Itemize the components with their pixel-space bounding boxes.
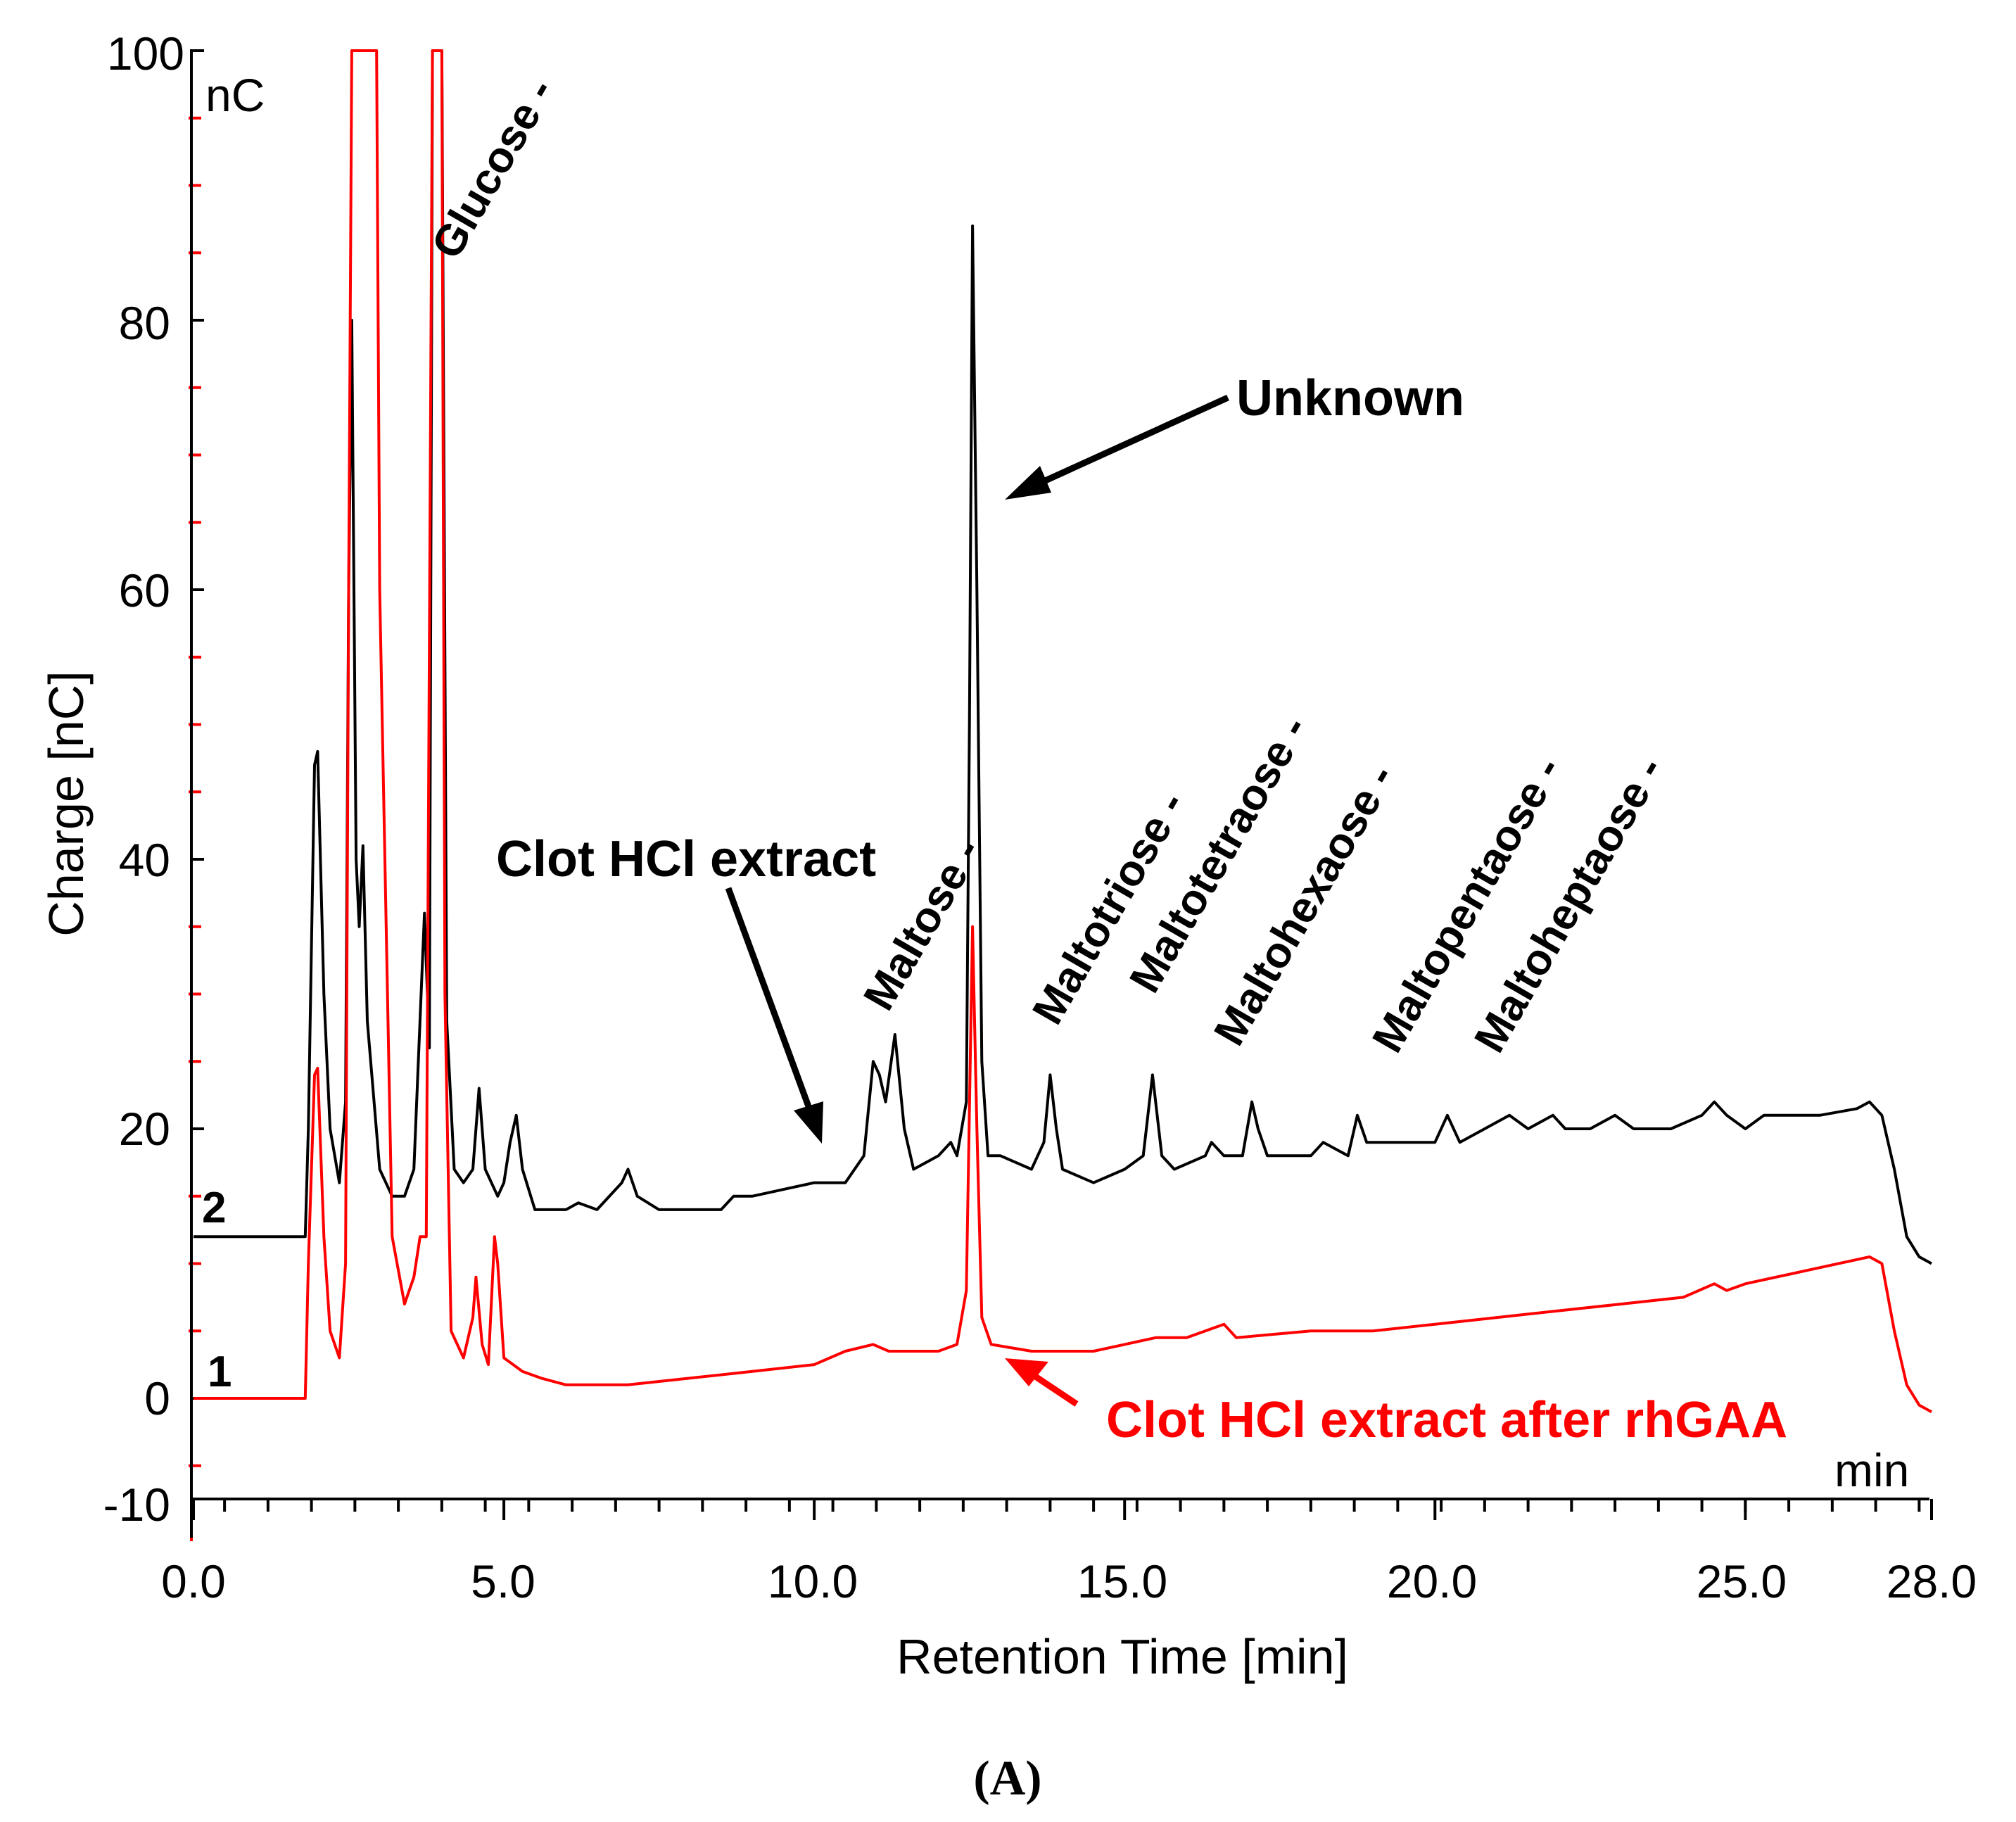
y-tick-label: 60 — [119, 564, 170, 616]
y-tick-label: 0 — [144, 1372, 170, 1424]
annotation-clot-extract-after-arrow — [1032, 1373, 1079, 1407]
annotation-clot-extract-after-arrowhead — [1005, 1358, 1048, 1386]
x-tick-label: 0.0 — [161, 1555, 226, 1607]
annotation-clot-extract-arrowhead — [794, 1101, 823, 1144]
caption-letter: A — [990, 1752, 1026, 1806]
annotation-clot-extract: Clot HCl extract — [496, 831, 876, 1144]
series-line-clot-extract — [194, 49, 1932, 1265]
y-tick-label: 100 — [107, 27, 184, 80]
x-tick-label: 5.0 — [471, 1555, 535, 1607]
y-unit-label: nC — [205, 69, 265, 121]
figure-caption: (A) — [973, 1752, 1041, 1806]
y-tick-label: 40 — [119, 834, 170, 886]
y-tick-labels: 100 80 60 40 20 0 -10 — [103, 27, 184, 1531]
annotation-clot-extract-text: Clot HCl extract — [496, 831, 876, 887]
annotation-clot-extract-after: Clot HCl extract after rhGAA — [1005, 1358, 1787, 1448]
y-tick-label: 20 — [119, 1103, 170, 1155]
x-tick-label: 10.0 — [768, 1555, 858, 1607]
annotation-clot-extract-after-text: Clot HCl extract after rhGAA — [1106, 1392, 1787, 1448]
x-tick-label: 28.0 — [1887, 1555, 1977, 1607]
peak-label-maltoheptaose: Maltoheptaose - — [1465, 749, 1673, 1061]
annotation-unknown-arrow — [1033, 394, 1229, 489]
trace-number-1: 1 — [208, 1348, 232, 1396]
peak-labels: Glucose - Maltose - Maltotriose - Maltot… — [422, 70, 1673, 1061]
x-tick-label: 25.0 — [1697, 1555, 1787, 1607]
x-tick-label: 20.0 — [1387, 1555, 1477, 1607]
y-tick-label: 80 — [119, 297, 170, 349]
y-axis-title: Charge [nC] — [39, 671, 94, 936]
x-tick-label: 15.0 — [1077, 1555, 1167, 1607]
y-tick-label: -10 — [103, 1479, 170, 1531]
x-unit-label: min — [1834, 1444, 1909, 1496]
annotation-unknown-text: Unknown — [1236, 370, 1464, 426]
series-group — [194, 49, 1932, 1413]
annotation-unknown: Unknown — [1005, 370, 1464, 500]
x-tick-labels: 0.0 5.0 10.0 15.0 20.0 25.0 28.0 — [161, 1555, 1977, 1607]
caption-close-paren: ) — [1025, 1752, 1041, 1806]
x-axis-title: Retention Time [min] — [896, 1629, 1348, 1684]
annotation-clot-extract-arrow — [725, 887, 813, 1110]
trace-number-2: 2 — [202, 1184, 226, 1232]
annotation-unknown-arrowhead — [1005, 466, 1051, 500]
caption-open-paren: ( — [973, 1752, 989, 1806]
series-line-clot-extract-after-rhgaa — [194, 49, 1932, 1413]
